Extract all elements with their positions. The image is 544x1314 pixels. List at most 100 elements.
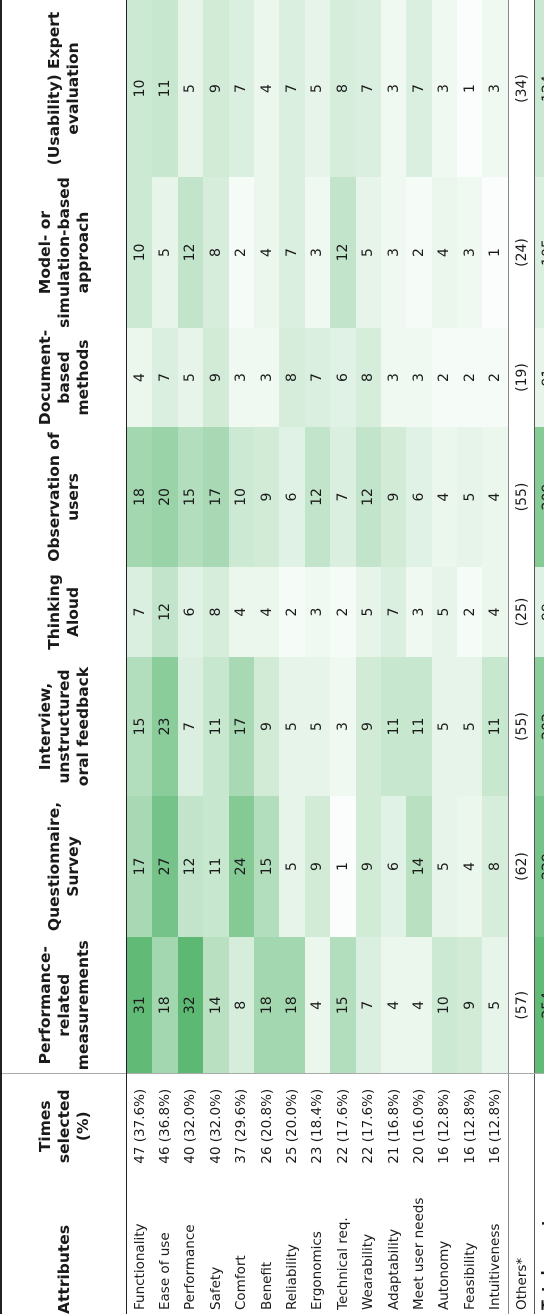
table-row: Ergonomics 23 (18.4%) 4 9 5 3 12 7 3 5 [304, 0, 331, 1314]
value-cell: 5 [177, 328, 204, 427]
value-cell: 9 [457, 937, 483, 1074]
value-cell: 15 [177, 427, 204, 567]
value-cell: 9 [203, 0, 229, 177]
attribute-cell: Autonomy [436, 1240, 453, 1310]
value-cell: 15 [253, 796, 280, 937]
value-cell: 3 [406, 567, 432, 657]
attribute-cell: Performance [182, 1224, 199, 1310]
attribute-cell: Safety [207, 1266, 224, 1310]
value-cell: 17 [203, 427, 229, 567]
column-header: Thinking Aloud [1, 567, 127, 657]
value-cell: 18 [253, 937, 280, 1074]
times-selected-cell: 47 (37.6%) [131, 1088, 148, 1164]
times-selected-cell: 26 (20.8%) [258, 1088, 275, 1164]
value-cell: 32 [177, 937, 204, 1074]
value-cell: 105 [534, 177, 544, 328]
value-cell: 12 [177, 796, 204, 937]
value-cell: 5 [177, 0, 204, 177]
attribute-cell: Technical req. [334, 1217, 351, 1310]
attribute-cell: Intuitiveness [487, 1223, 504, 1310]
value-cell: 8 [279, 328, 305, 427]
value-cell: 1 [330, 796, 356, 937]
value-cell: 5 [431, 796, 458, 937]
value-cell: 2 [431, 328, 458, 427]
table-row: Technical req. 22 (17.6%) 15 1 3 2 7 6 12 8 [330, 0, 356, 1314]
value-cell: 5 [482, 937, 509, 1074]
value-cell: 10 [126, 0, 153, 177]
value-cell: 202 [534, 657, 544, 796]
value-cell: 8 [203, 177, 229, 328]
value-cell: 6 [279, 427, 305, 567]
header-row: Attributes Times selected (%) Performance-… [1, 0, 127, 1314]
value-cell: 18 [152, 937, 178, 1074]
times-selected-cell: 21 (16.8%) [385, 1088, 402, 1164]
value-cell: 4 [431, 427, 458, 567]
value-cell: 7 [355, 937, 381, 1074]
times-selected-cell: 16 (12.8%) [461, 1088, 478, 1164]
value-cell: 3 [482, 0, 509, 177]
value-cell: 18 [279, 937, 305, 1074]
value-cell: 14 [406, 796, 432, 937]
value-cell: 229 [534, 796, 544, 937]
value-cell: 2 [330, 567, 356, 657]
attribute-cell: Ease of use [157, 1232, 174, 1310]
value-cell: 15 [330, 937, 356, 1074]
value-cell: 5 [431, 657, 458, 796]
column-header: Attributes [1, 1178, 127, 1314]
total-row: Total count 254 229 202 99 209 91 105 124 [534, 0, 544, 1314]
attribute-cell: Wearability [360, 1233, 377, 1310]
column-header: Questionnaire, Survey [1, 796, 127, 937]
value-cell: 4 [380, 937, 407, 1074]
value-cell: 3 [380, 0, 407, 177]
value-cell: 4 [126, 328, 153, 427]
value-cell: 11 [203, 796, 229, 937]
table-row: Feasibility 16 (12.8%) 9 4 5 2 5 2 3 1 [457, 0, 483, 1314]
value-cell: 8 [228, 937, 254, 1074]
column-header: Times selected (%) [1, 1074, 127, 1178]
value-cell: 2 [457, 567, 483, 657]
value-cell: 5 [355, 177, 381, 328]
column-header: Interview, unstructured oral feedback [1, 657, 127, 796]
value-cell: 3 [380, 177, 407, 328]
column-header: Model- or simulation-based approach [1, 177, 127, 328]
value-cell: 14 [203, 937, 229, 1074]
value-cell: 9 [355, 796, 381, 937]
value-cell: 9 [380, 427, 407, 567]
value-cell: 3 [304, 177, 331, 328]
table-row: Performance 40 (32.0%) 32 12 7 6 15 5 12 5 [177, 0, 204, 1314]
times-selected-cell: 37 (29.6%) [233, 1088, 250, 1164]
value-cell: 5 [457, 657, 483, 796]
value-cell: 5 [355, 567, 381, 657]
value-cell: 10 [228, 427, 254, 567]
value-cell: 4 [406, 937, 432, 1074]
column-header: Document-based methods [1, 328, 127, 427]
value-cell: 91 [534, 328, 544, 427]
attribute-cell: Others* [508, 1178, 535, 1314]
times-selected-cell [508, 1074, 535, 1178]
value-cell: 1 [457, 0, 483, 177]
times-selected-cell: 22 (17.6%) [360, 1088, 377, 1164]
value-cell: 5 [304, 0, 331, 177]
value-cell: 99 [534, 567, 544, 657]
value-cell: 17 [228, 657, 254, 796]
value-cell: 4 [228, 567, 254, 657]
value-cell: 7 [304, 328, 331, 427]
times-selected-cell: 40 (32.0%) [207, 1088, 224, 1164]
value-cell: 2 [406, 177, 432, 328]
times-selected-cell: 20 (16.0%) [410, 1088, 427, 1164]
value-cell: 5 [279, 796, 305, 937]
value-cell: 3 [380, 328, 407, 427]
value-cell: 11 [152, 0, 178, 177]
table-row: Intuitiveness 16 (12.8%) 5 8 11 4 4 2 1 3 [482, 0, 509, 1314]
value-cell: 8 [330, 0, 356, 177]
times-selected-cell: 16 (12.8%) [436, 1088, 453, 1164]
times-selected-cell: 40 (32.0%) [182, 1088, 199, 1164]
value-cell: 12 [355, 427, 381, 567]
value-cell: 4 [253, 0, 280, 177]
value-cell: 11 [406, 657, 432, 796]
value-cell: 10 [431, 937, 458, 1074]
value-cell: 6 [380, 796, 407, 937]
value-cell: (55) [508, 657, 535, 796]
value-cell: 7 [126, 567, 153, 657]
times-selected-cell: 46 (36.8%) [157, 1088, 174, 1164]
